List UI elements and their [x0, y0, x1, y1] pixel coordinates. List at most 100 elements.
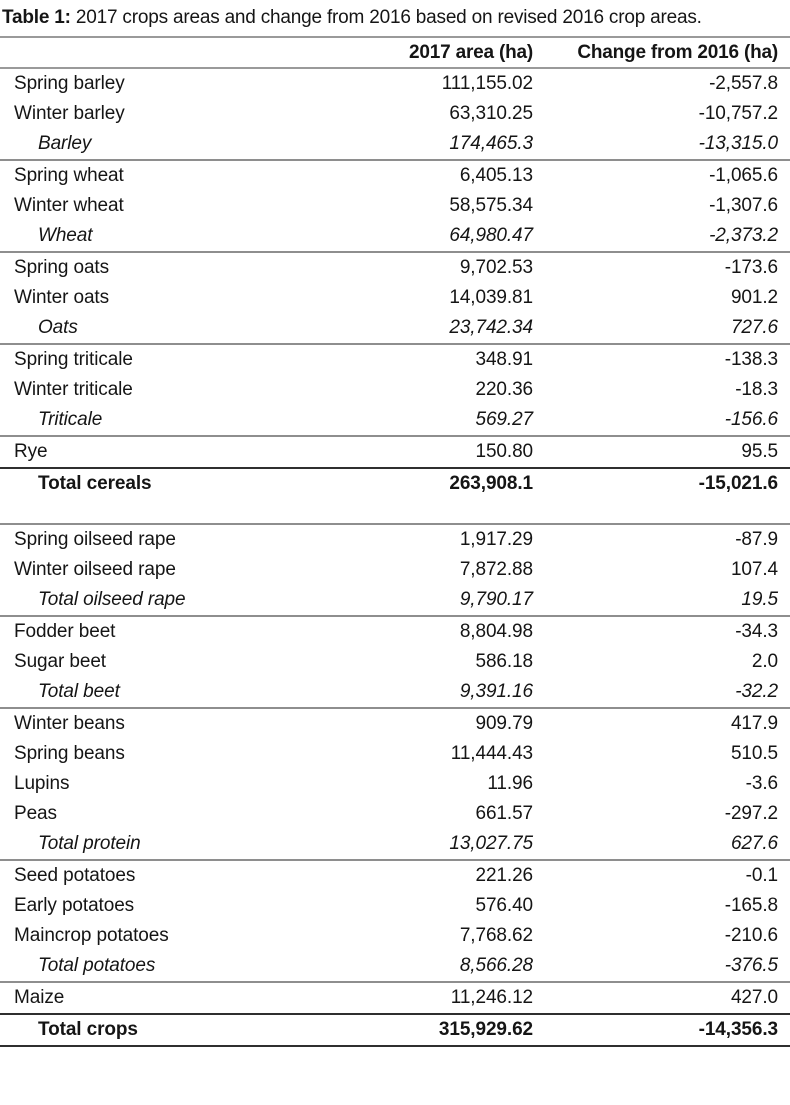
crop-name: Spring oilseed rape	[14, 529, 176, 550]
table-row: Winter wheat 58,575.34 -1,307.6	[0, 191, 790, 221]
area-value: 576.40	[475, 895, 533, 916]
total-row: Total cereals 263,908.1 -15,021.6	[0, 468, 790, 499]
subtotal-row: Barley 174,465.3 -13,315.0	[0, 129, 790, 160]
area-value: 9,790.17	[459, 589, 533, 610]
crop-name: Peas	[14, 803, 57, 824]
table-row: Peas 661.57 -297.2	[0, 799, 790, 829]
table-row: Spring wheat 6,405.13 -1,065.6	[0, 160, 790, 191]
area-value: 11,444.43	[450, 743, 533, 764]
table-row: Spring barley 111,155.02 -2,557.8	[0, 68, 790, 99]
crop-name: Total crops	[38, 1019, 138, 1040]
crop-name: Winter triticale	[14, 379, 133, 400]
crop-name: Triticale	[38, 409, 103, 430]
table-row: Spring oilseed rape 1,917.29 -87.9	[0, 524, 790, 555]
crop-name: Spring triticale	[14, 349, 133, 370]
area-value: 14,039.81	[449, 287, 533, 308]
change-value: -165.8	[724, 895, 778, 916]
area-value: 909.79	[475, 713, 533, 734]
table-row: Fodder beet 8,804.98 -34.3	[0, 616, 790, 647]
area-value: 63,310.25	[449, 103, 533, 124]
change-value: -138.3	[724, 349, 778, 370]
subtotal-row: Wheat 64,980.47 -2,373.2	[0, 221, 790, 252]
table-row: Winter triticale 220.36 -18.3	[0, 375, 790, 405]
page: Table 1: 2017 crops areas and change fro…	[0, 0, 790, 1047]
table-row: Maize 11,246.12 427.0	[0, 982, 790, 1014]
area-value: 221.26	[475, 865, 533, 886]
table-title: Table 1: 2017 crops areas and change fro…	[0, 0, 790, 38]
area-value: 9,702.53	[459, 257, 533, 278]
change-value: -18.3	[735, 379, 778, 400]
area-value: 9,391.16	[459, 681, 533, 702]
area-value: 7,768.62	[459, 925, 533, 946]
area-value: 586.18	[475, 651, 533, 672]
change-value: -14,356.3	[698, 1019, 778, 1040]
change-value: -13,315.0	[698, 133, 778, 154]
header-row: 2017 area (ha) Change from 2016 (ha)	[0, 38, 790, 68]
total-row: Total crops 315,929.62 -14,356.3	[0, 1014, 790, 1046]
crop-name: Winter wheat	[14, 195, 124, 216]
area-value: 7,872.88	[459, 559, 533, 580]
change-value: -297.2	[724, 803, 778, 824]
area-value: 13,027.75	[449, 833, 533, 854]
area-value: 315,929.62	[438, 1019, 533, 1040]
area-value: 111,155.02	[441, 73, 533, 94]
area-value: 11.96	[487, 773, 533, 794]
crop-name: Total cereals	[38, 473, 152, 494]
spacer-cell	[0, 499, 790, 524]
crop-name: Seed potatoes	[14, 865, 136, 886]
change-value: -32.2	[735, 681, 778, 702]
subtotal-row: Total potatoes 8,566.28 -376.5	[0, 951, 790, 982]
table-row: Rye 150.80 95.5	[0, 436, 790, 468]
change-value: 901.2	[730, 287, 778, 308]
area-value: 6,405.13	[459, 165, 533, 186]
crop-name: Total protein	[38, 833, 141, 854]
change-value: -34.3	[735, 621, 778, 642]
crop-name: Spring wheat	[14, 165, 124, 186]
table-row: Early potatoes 576.40 -165.8	[0, 891, 790, 921]
change-value: -1,307.6	[709, 195, 778, 216]
area-value: 58,575.34	[449, 195, 533, 216]
crop-name: Rye	[14, 441, 48, 462]
header-change: Change from 2016 (ha)	[577, 41, 778, 63]
change-value: -2,557.8	[709, 73, 778, 94]
subtotal-row: Total beet 9,391.16 -32.2	[0, 677, 790, 708]
area-value: 1,917.29	[459, 529, 533, 550]
subtotal-row: Total protein 13,027.75 627.6	[0, 829, 790, 860]
change-value: 727.6	[730, 317, 778, 338]
table-row: Sugar beet 586.18 2.0	[0, 647, 790, 677]
subtotal-row: Oats 23,742.34 727.6	[0, 313, 790, 344]
change-value: -15,021.6	[698, 473, 778, 494]
crops-table: 2017 area (ha) Change from 2016 (ha) Spr…	[0, 38, 790, 1047]
area-value: 23,742.34	[449, 317, 533, 338]
table-row: Maincrop potatoes 7,768.62 -210.6	[0, 921, 790, 951]
crop-name: Spring barley	[14, 73, 125, 94]
area-value: 661.57	[475, 803, 533, 824]
crop-name: Maize	[14, 987, 65, 1008]
crop-name: Fodder beet	[14, 621, 116, 642]
crop-name: Winter barley	[14, 103, 125, 124]
change-value: 427.0	[730, 987, 778, 1008]
table-row: Spring beans 11,444.43 510.5	[0, 739, 790, 769]
table-row: Winter oilseed rape 7,872.88 107.4	[0, 555, 790, 585]
change-value: -10,757.2	[698, 103, 778, 124]
table-row: Winter barley 63,310.25 -10,757.2	[0, 99, 790, 129]
subtotal-row: Triticale 569.27 -156.6	[0, 405, 790, 436]
spacer-row	[0, 499, 790, 524]
table-row: Winter beans 909.79 417.9	[0, 708, 790, 739]
table-header: 2017 area (ha) Change from 2016 (ha)	[0, 38, 790, 68]
crop-name: Maincrop potatoes	[14, 925, 169, 946]
change-value: 627.6	[730, 833, 778, 854]
change-value: -2,373.2	[709, 225, 778, 246]
crop-name: Spring beans	[14, 743, 125, 764]
subtotal-row: Total oilseed rape 9,790.17 19.5	[0, 585, 790, 616]
crop-name: Total oilseed rape	[38, 589, 186, 610]
change-value: -0.1	[745, 865, 778, 886]
crop-name: Wheat	[38, 225, 93, 246]
change-value: -3.6	[745, 773, 778, 794]
table-row: Seed potatoes 221.26 -0.1	[0, 860, 790, 891]
crop-name: Lupins	[14, 773, 70, 794]
table-title-label: Table 1:	[2, 7, 71, 28]
area-value: 348.91	[475, 349, 533, 370]
table-title-text: 2017 crops areas and change from 2016 ba…	[70, 7, 702, 28]
table-row: Winter oats 14,039.81 901.2	[0, 283, 790, 313]
